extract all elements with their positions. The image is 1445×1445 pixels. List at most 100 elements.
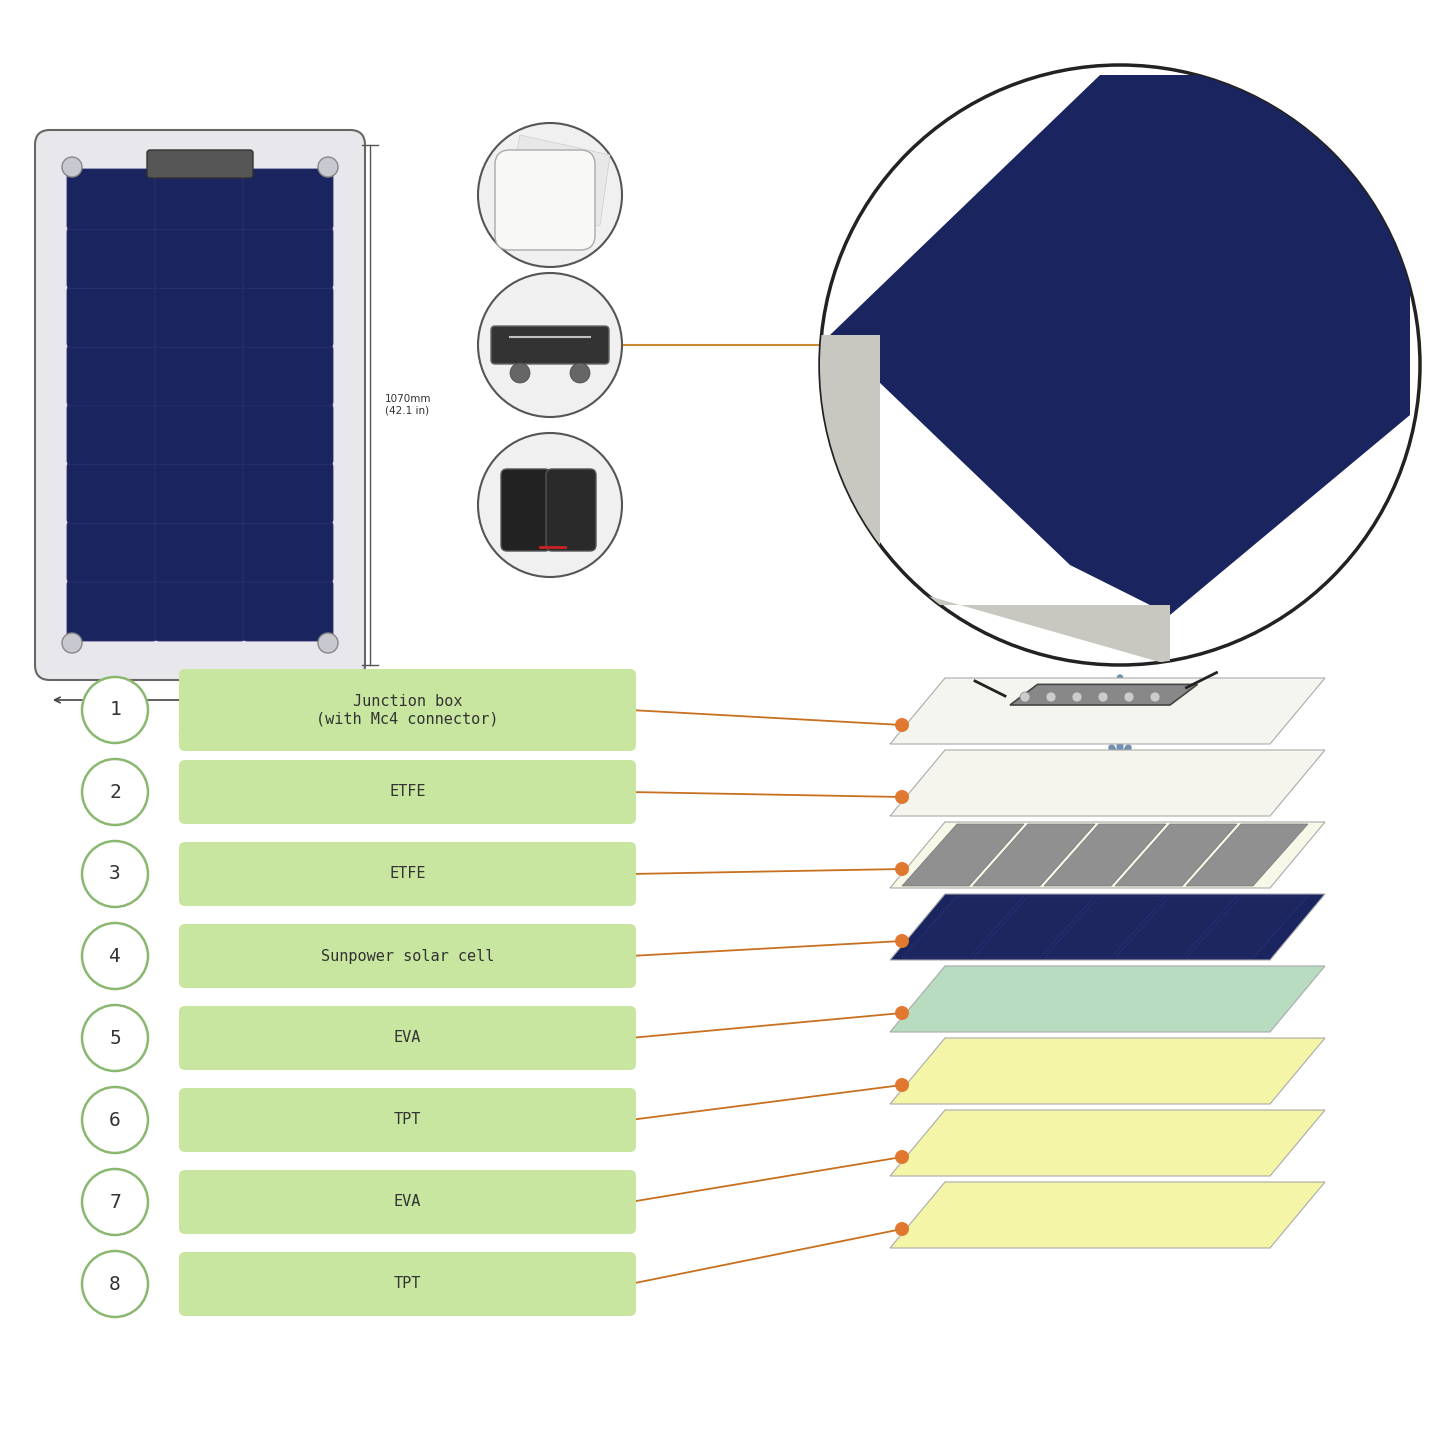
Circle shape bbox=[1072, 692, 1082, 702]
FancyBboxPatch shape bbox=[66, 345, 158, 406]
FancyBboxPatch shape bbox=[155, 462, 246, 523]
Text: EVA: EVA bbox=[394, 1030, 420, 1046]
Circle shape bbox=[894, 1006, 909, 1020]
Polygon shape bbox=[1010, 685, 1198, 705]
Circle shape bbox=[478, 434, 621, 577]
Circle shape bbox=[62, 633, 82, 653]
Polygon shape bbox=[500, 134, 610, 246]
Circle shape bbox=[510, 363, 530, 383]
Circle shape bbox=[82, 1006, 147, 1071]
Circle shape bbox=[894, 1222, 909, 1235]
Polygon shape bbox=[829, 75, 1410, 616]
Text: ETFE: ETFE bbox=[389, 867, 426, 881]
FancyBboxPatch shape bbox=[66, 462, 158, 523]
Text: 540mm
(21.3 in): 540mm (21.3 in) bbox=[178, 718, 223, 740]
FancyBboxPatch shape bbox=[66, 405, 158, 465]
Text: 7: 7 bbox=[110, 1192, 121, 1211]
Text: 6: 6 bbox=[110, 1111, 121, 1130]
FancyBboxPatch shape bbox=[179, 923, 636, 988]
Circle shape bbox=[478, 123, 621, 267]
FancyBboxPatch shape bbox=[155, 581, 246, 642]
FancyBboxPatch shape bbox=[179, 1088, 636, 1152]
FancyBboxPatch shape bbox=[243, 462, 332, 523]
Text: Junction box
(with Mc4 connector): Junction box (with Mc4 connector) bbox=[316, 694, 499, 727]
Circle shape bbox=[1046, 692, 1056, 702]
Text: TPT: TPT bbox=[394, 1113, 420, 1127]
Circle shape bbox=[569, 363, 590, 383]
Circle shape bbox=[1124, 692, 1134, 702]
Polygon shape bbox=[890, 1110, 1325, 1176]
Polygon shape bbox=[1186, 824, 1308, 886]
Polygon shape bbox=[890, 1182, 1325, 1248]
Text: Sunpower solar cell: Sunpower solar cell bbox=[321, 948, 494, 964]
Circle shape bbox=[894, 1078, 909, 1092]
Text: 1: 1 bbox=[110, 701, 121, 720]
FancyBboxPatch shape bbox=[243, 169, 332, 230]
Polygon shape bbox=[890, 822, 1325, 889]
Polygon shape bbox=[902, 824, 1025, 886]
FancyBboxPatch shape bbox=[155, 169, 246, 230]
Polygon shape bbox=[1186, 896, 1308, 958]
Polygon shape bbox=[1116, 896, 1237, 958]
FancyBboxPatch shape bbox=[155, 345, 246, 406]
Circle shape bbox=[894, 863, 909, 876]
Polygon shape bbox=[1043, 824, 1166, 886]
FancyBboxPatch shape bbox=[155, 522, 246, 582]
Circle shape bbox=[894, 790, 909, 803]
Polygon shape bbox=[890, 894, 1325, 959]
FancyBboxPatch shape bbox=[179, 1006, 636, 1069]
Polygon shape bbox=[819, 565, 1170, 665]
Circle shape bbox=[82, 678, 147, 743]
Circle shape bbox=[1098, 692, 1108, 702]
Circle shape bbox=[82, 1251, 147, 1316]
FancyBboxPatch shape bbox=[66, 286, 158, 347]
FancyBboxPatch shape bbox=[496, 150, 595, 250]
Polygon shape bbox=[902, 896, 1025, 958]
FancyBboxPatch shape bbox=[66, 228, 158, 289]
Polygon shape bbox=[890, 750, 1325, 816]
Polygon shape bbox=[972, 896, 1095, 958]
Circle shape bbox=[894, 718, 909, 733]
FancyBboxPatch shape bbox=[155, 228, 246, 289]
FancyBboxPatch shape bbox=[546, 470, 595, 551]
Circle shape bbox=[62, 158, 82, 176]
Text: 2: 2 bbox=[110, 783, 121, 802]
Circle shape bbox=[82, 923, 147, 988]
Polygon shape bbox=[890, 1038, 1325, 1104]
Polygon shape bbox=[1116, 824, 1237, 886]
Text: 1070mm
(42.1 in): 1070mm (42.1 in) bbox=[384, 394, 432, 416]
FancyBboxPatch shape bbox=[243, 522, 332, 582]
Circle shape bbox=[318, 158, 338, 176]
Circle shape bbox=[819, 65, 1420, 665]
Circle shape bbox=[1020, 692, 1030, 702]
Polygon shape bbox=[819, 335, 880, 605]
FancyBboxPatch shape bbox=[179, 760, 636, 824]
Text: ETFE: ETFE bbox=[389, 785, 426, 799]
FancyBboxPatch shape bbox=[243, 228, 332, 289]
Text: EVA: EVA bbox=[394, 1195, 420, 1209]
Circle shape bbox=[894, 933, 909, 948]
FancyBboxPatch shape bbox=[243, 581, 332, 642]
FancyBboxPatch shape bbox=[35, 130, 366, 681]
FancyBboxPatch shape bbox=[491, 327, 608, 364]
Circle shape bbox=[82, 759, 147, 825]
Polygon shape bbox=[1043, 896, 1166, 958]
FancyBboxPatch shape bbox=[66, 581, 158, 642]
FancyBboxPatch shape bbox=[155, 286, 246, 347]
Circle shape bbox=[894, 1150, 909, 1165]
Text: 8: 8 bbox=[110, 1274, 121, 1293]
Polygon shape bbox=[890, 678, 1325, 744]
Text: TPT: TPT bbox=[394, 1276, 420, 1292]
Circle shape bbox=[1150, 692, 1160, 702]
Text: 4: 4 bbox=[110, 946, 121, 965]
FancyBboxPatch shape bbox=[66, 522, 158, 582]
Circle shape bbox=[82, 841, 147, 907]
FancyBboxPatch shape bbox=[243, 405, 332, 465]
Text: 3: 3 bbox=[110, 864, 121, 883]
Circle shape bbox=[478, 273, 621, 418]
FancyBboxPatch shape bbox=[147, 150, 253, 178]
FancyBboxPatch shape bbox=[179, 1170, 636, 1234]
FancyBboxPatch shape bbox=[243, 345, 332, 406]
Polygon shape bbox=[972, 824, 1095, 886]
Polygon shape bbox=[890, 967, 1325, 1032]
